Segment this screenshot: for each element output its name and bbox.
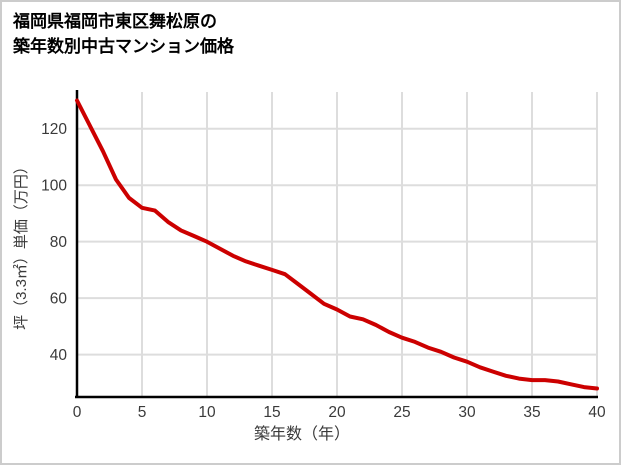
y-tick-label: 40	[50, 347, 68, 364]
y-tick-label: 120	[41, 121, 67, 138]
x-tick-label: 40	[588, 404, 606, 421]
x-tick-label: 0	[73, 404, 82, 421]
chart-title-line1: 福岡県福岡市東区舞松原の	[13, 12, 217, 31]
y-tick-label: 60	[50, 291, 68, 308]
x-tick-label: 15	[263, 404, 280, 421]
x-tick-label: 5	[138, 404, 147, 421]
x-tick-label: 25	[393, 404, 410, 421]
x-tick-label: 30	[458, 404, 476, 421]
chart-title-line2: 築年数別中古マンション価格	[13, 36, 234, 56]
y-axis-label: 坪（3.3㎡）単価（万円）	[13, 159, 30, 330]
chart-title: 福岡県福岡市東区舞松原の 築年数別中古マンション価格	[13, 10, 234, 59]
x-tick-label: 20	[328, 404, 346, 421]
price-data-line	[75, 98, 599, 391]
y-tick-label: 100	[41, 178, 67, 195]
x-axis-label: 築年数（年）	[254, 425, 350, 443]
x-tick-label: 35	[523, 404, 540, 421]
y-tick-label: 80	[50, 234, 68, 251]
x-tick-label: 10	[198, 404, 216, 421]
